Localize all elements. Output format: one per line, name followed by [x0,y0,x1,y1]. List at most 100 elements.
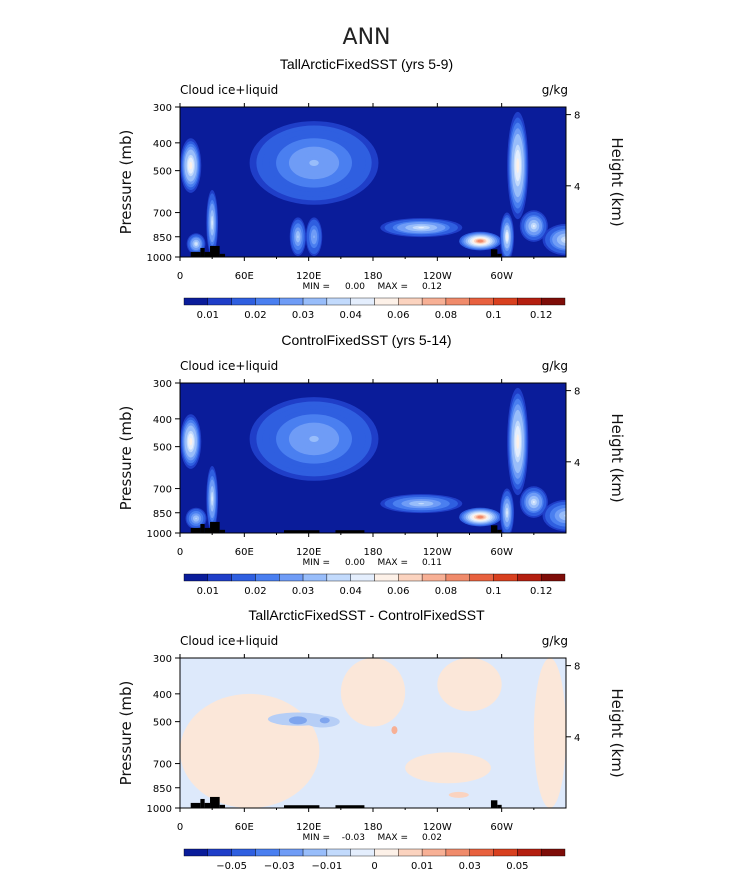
colorbar-label: 0.02 [244,586,266,597]
contour-blob [313,235,315,239]
colorbar-label: 0.04 [340,310,362,321]
terrain-block [204,251,211,257]
colorbar-swatch [350,573,375,582]
colorbar-label: 0.01 [411,861,433,872]
colorbar-swatch [493,573,518,582]
colorbar-label: 0.1 [486,310,502,321]
colorbar-swatch [279,848,304,857]
colorbar-label: 0.03 [292,310,314,321]
x-tick-label: 0 [177,822,183,833]
colorbar-label: −0.05 [216,861,247,872]
colorbar-label: 0.01 [197,310,219,321]
negative-region [288,716,307,725]
terrain-block [204,527,211,533]
y-tick-label: 300 [153,654,172,665]
terrain-block [219,804,226,808]
x-tick-label: 60W [490,547,513,558]
colorbar-label: 0.06 [387,586,409,597]
x-tick-label: 120W [423,271,452,282]
contour-blob [309,435,319,443]
terrain-block [490,249,498,257]
colorbar-swatch [231,297,256,306]
colorbar-swatch [540,297,566,306]
x-tick-label: 60W [490,822,513,833]
x-tick-label: 120W [423,822,452,833]
chart-panel-2: ControlFixedSST (yrs 5-14)Cloud ice+liqu… [117,332,626,597]
colorbar-swatch [445,848,470,857]
y-right-tick-label: 4 [574,182,580,193]
max-value: 0.12 [422,282,442,292]
contour-blob [506,510,508,515]
y-tick-label: 700 [153,760,172,771]
colorbar-label: 0.01 [197,586,219,597]
x-tick-label: 180 [363,547,382,558]
contour-blob [195,517,197,520]
y-tick-label: 500 [153,167,172,178]
y-tick-label: 700 [153,485,172,496]
y-axis-title: Pressure (mb) [117,406,135,511]
contour-field [180,383,566,533]
panel-title: TallArcticFixedSST (yrs 5-9) [280,56,453,72]
colorbar-swatch [279,297,304,306]
terrain-block [284,805,320,808]
contour-blob [189,163,192,168]
max-label: MAX = [378,282,409,292]
y-tick-label: 1000 [147,804,172,815]
min-label: MIN = [302,833,330,843]
positive-region [533,658,566,808]
contour-blob [478,516,482,518]
colorbar-swatch [517,573,542,582]
terrain-block [200,247,205,257]
colorbar-label: −0.03 [264,861,295,872]
min-value: 0.00 [345,282,365,292]
y-right-tick-label: 8 [574,387,580,398]
colorbar-swatch [540,573,566,582]
x-tick-label: 120E [296,822,321,833]
terrain-block [190,251,201,257]
terrain-block [219,529,226,533]
colorbar-swatch [326,297,351,306]
contour-blob [478,240,482,242]
x-tick-label: 0 [177,271,183,282]
y-tick-label: 700 [153,209,172,220]
max-label: MAX = [378,558,409,568]
colorbar-swatch [517,297,542,306]
contour-blob [211,496,213,502]
terrain-block [190,527,201,533]
contour-blob [532,224,535,228]
colorbar-swatch [445,297,470,306]
colorbar-swatch [302,848,328,857]
colorbar-swatch [374,848,399,857]
colorbar-swatch [398,848,423,857]
contour-blob [418,502,425,505]
colorbar-swatch [398,573,423,582]
contour-field [180,658,566,808]
contour-blob [516,161,519,170]
chart-panel-1: TallArcticFixedSST (yrs 5-9)Cloud ice+li… [117,56,626,321]
colorbar-swatch [421,297,447,306]
colorbar-label: 0.1 [486,586,502,597]
terrain-block [497,804,502,808]
colorbar-swatch [279,573,304,582]
colorbar-label: 0.12 [530,586,552,597]
negative-region [319,717,330,724]
terrain-block [490,525,498,533]
colorbar-label: −0.01 [312,861,343,872]
colorbar-swatch [326,848,351,857]
colorbar: 0.01 0.02 0.03 0.04 0.06 0.08 0.1 0.12 [183,573,566,597]
y-tick-label: 500 [153,718,172,729]
colorbar-swatch [326,573,351,582]
y-tick-label: 850 [153,509,172,520]
y-right-axis-title: Height (km) [608,137,626,226]
colorbar-swatch [350,848,375,857]
terrain-block [210,796,220,808]
colorbar-swatch [350,297,375,306]
x-tick-label: 60W [490,271,513,282]
colorbar-label: 0.12 [530,310,552,321]
contour-blob [211,220,213,226]
contour-blob [532,500,535,504]
variable-label: Cloud ice+liquid [180,359,278,373]
colorbar-swatch [469,573,494,582]
contour-blob [189,439,192,444]
y-axis-title: Pressure (mb) [117,681,135,786]
